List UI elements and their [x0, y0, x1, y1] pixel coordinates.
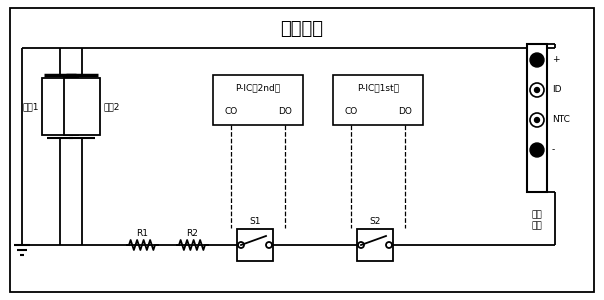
Text: 电池1: 电池1 — [22, 102, 39, 111]
Bar — [64, 78, 100, 135]
Bar — [237, 229, 273, 261]
Text: P-IC（2nd）: P-IC（2nd） — [236, 83, 281, 92]
Circle shape — [530, 143, 544, 157]
Text: DO: DO — [398, 107, 412, 116]
Text: S2: S2 — [369, 218, 381, 226]
Text: +: + — [552, 56, 559, 64]
Text: 电池2: 电池2 — [103, 102, 120, 111]
Circle shape — [238, 242, 244, 248]
Circle shape — [530, 83, 544, 97]
Text: S1: S1 — [249, 218, 261, 226]
Bar — [42, 78, 78, 135]
Bar — [213, 75, 303, 125]
Text: CO: CO — [344, 107, 358, 116]
Circle shape — [535, 118, 539, 122]
Circle shape — [266, 242, 272, 248]
Circle shape — [530, 113, 544, 127]
Text: -: - — [552, 146, 555, 154]
Text: ID: ID — [552, 85, 562, 94]
Circle shape — [386, 242, 392, 248]
Circle shape — [535, 88, 539, 92]
Text: R2: R2 — [186, 229, 198, 238]
Circle shape — [530, 53, 544, 67]
Text: CO: CO — [224, 107, 237, 116]
Text: R1: R1 — [136, 229, 148, 238]
Bar — [357, 229, 393, 261]
Text: DO: DO — [278, 107, 292, 116]
Circle shape — [358, 242, 364, 248]
Bar — [527, 44, 547, 192]
Bar — [333, 75, 423, 125]
Text: 充电
连接: 充电 连接 — [532, 210, 542, 231]
Text: 电池并联: 电池并联 — [280, 20, 324, 38]
Text: P-IC（1st）: P-IC（1st） — [357, 83, 399, 92]
Text: NTC: NTC — [552, 116, 570, 124]
